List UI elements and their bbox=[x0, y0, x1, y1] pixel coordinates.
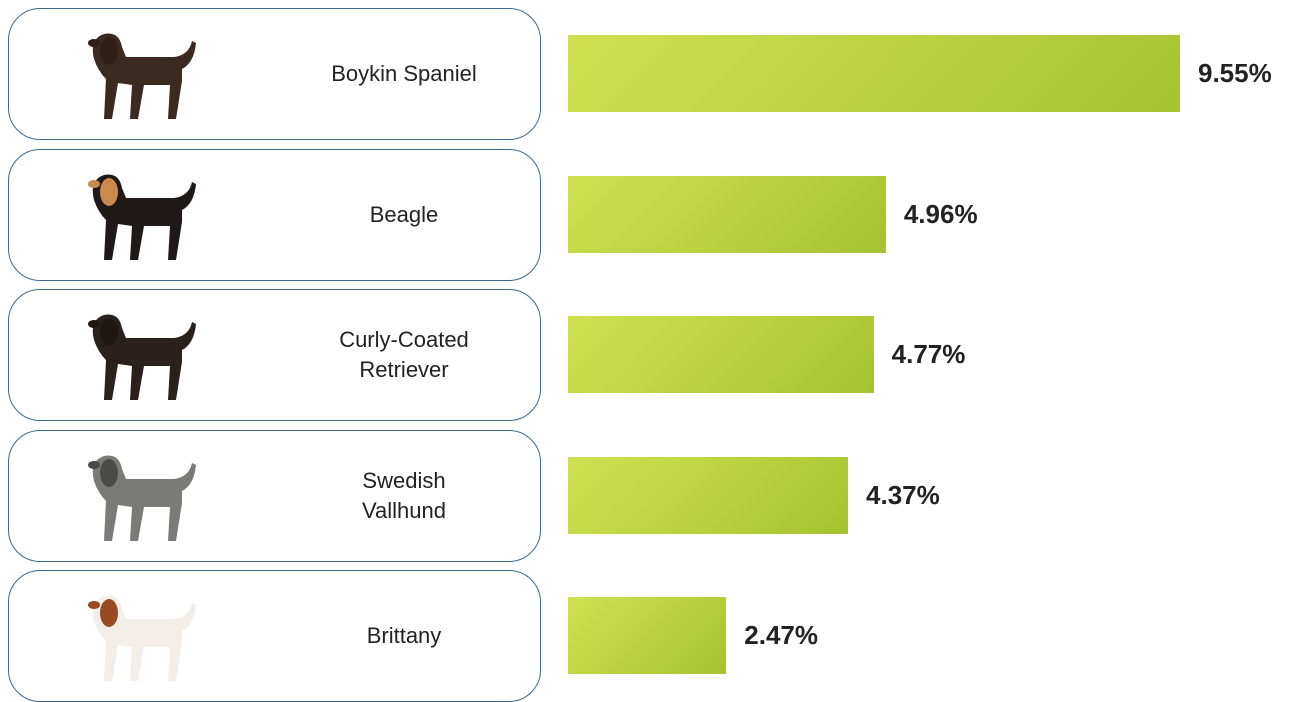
dog-image bbox=[64, 441, 204, 561]
bar bbox=[568, 457, 848, 534]
category-label: Swedish Vallhund bbox=[322, 431, 486, 561]
category-label: Boykin Spaniel bbox=[322, 9, 486, 139]
bar bbox=[568, 597, 726, 674]
breed-card: Curly-Coated Retriever bbox=[8, 289, 541, 421]
dog-illustration bbox=[64, 581, 204, 696]
dog-image bbox=[64, 19, 204, 139]
value-label: 2.47% bbox=[744, 597, 818, 674]
page: Boykin Spaniel 9.55% Beagle 4.96% Curly-Co… bbox=[0, 0, 1303, 698]
dog-illustration bbox=[64, 19, 204, 134]
dog-image bbox=[64, 581, 204, 701]
value-label: 4.37% bbox=[866, 457, 940, 534]
bar bbox=[568, 176, 886, 253]
dog-image bbox=[64, 160, 204, 280]
breed-card: Boykin Spaniel bbox=[8, 8, 541, 140]
category-label: Curly-Coated Retriever bbox=[322, 290, 486, 420]
value-label: 4.77% bbox=[892, 316, 966, 393]
category-label: Brittany bbox=[322, 571, 486, 701]
breed-card: Swedish Vallhund bbox=[8, 430, 541, 562]
bar bbox=[568, 316, 874, 393]
dog-illustration bbox=[64, 441, 204, 556]
dog-illustration bbox=[64, 160, 204, 275]
bar bbox=[568, 35, 1180, 112]
value-label: 4.96% bbox=[904, 176, 978, 253]
breed-card: Brittany bbox=[8, 570, 541, 702]
dog-illustration bbox=[64, 300, 204, 415]
value-label: 9.55% bbox=[1198, 35, 1272, 112]
dog-image bbox=[64, 300, 204, 420]
category-label: Beagle bbox=[322, 150, 486, 280]
breed-card: Beagle bbox=[8, 149, 541, 281]
